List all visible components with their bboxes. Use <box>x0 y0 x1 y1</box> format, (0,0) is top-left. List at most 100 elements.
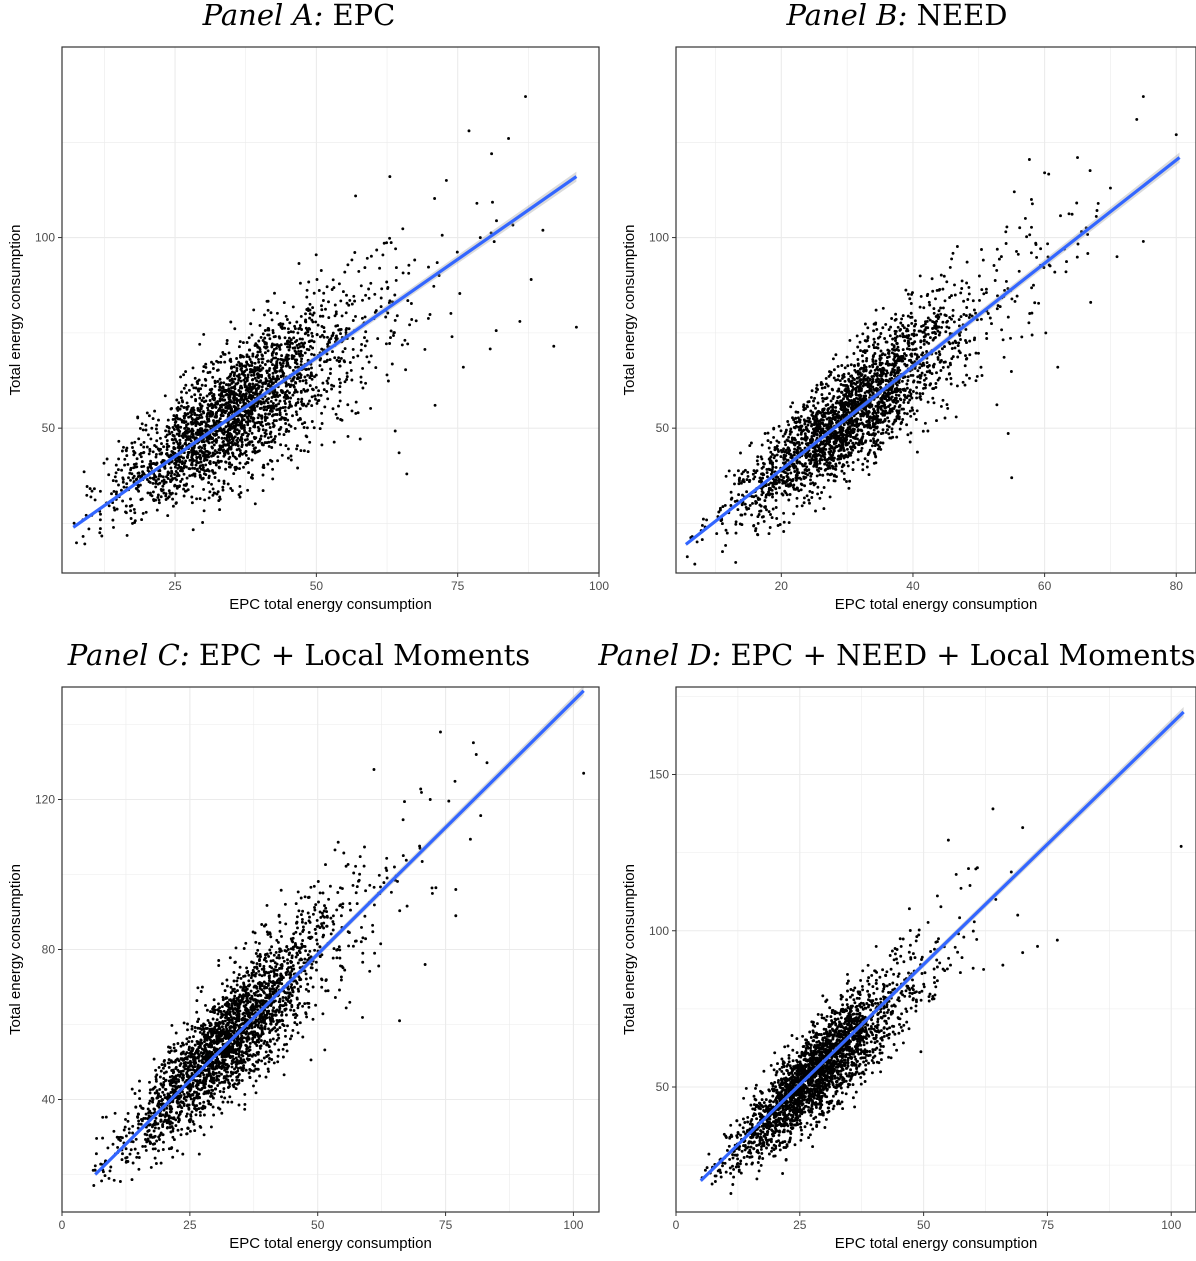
data-point <box>1012 190 1016 194</box>
data-point <box>238 340 242 344</box>
data-point <box>274 356 278 360</box>
data-point <box>331 350 334 354</box>
data-point <box>739 481 743 485</box>
data-point <box>318 427 322 431</box>
data-point <box>320 333 324 337</box>
data-point <box>363 315 367 319</box>
data-point <box>317 389 321 393</box>
data-point <box>271 350 275 354</box>
data-point <box>289 383 293 387</box>
data-point <box>833 467 837 471</box>
data-point <box>218 444 222 448</box>
data-point <box>201 463 205 467</box>
data-point <box>863 374 867 378</box>
data-point <box>293 391 296 394</box>
data-point <box>894 381 898 385</box>
data-point <box>210 387 214 391</box>
data-point <box>281 322 285 326</box>
data-point <box>157 448 161 452</box>
data-point <box>182 494 186 498</box>
data-point <box>824 382 828 386</box>
data-point <box>277 432 281 436</box>
data-point <box>169 453 173 457</box>
data-point <box>249 409 253 413</box>
data-point <box>175 474 179 478</box>
data-point <box>204 473 208 477</box>
data-point <box>248 426 252 430</box>
data-point <box>279 443 283 447</box>
data-point <box>244 431 248 435</box>
data-point <box>211 405 215 409</box>
data-point <box>182 406 186 409</box>
data-point <box>303 421 307 425</box>
data-point <box>306 373 310 377</box>
data-point <box>757 513 761 516</box>
data-point <box>867 473 871 477</box>
data-point <box>802 496 806 500</box>
data-point <box>238 454 242 458</box>
data-point <box>250 333 254 337</box>
data-point <box>388 236 392 240</box>
data-point <box>283 399 287 403</box>
data-point <box>866 326 870 330</box>
data-point <box>322 335 326 339</box>
data-point <box>865 465 869 469</box>
data-point <box>289 454 293 458</box>
data-point <box>494 329 498 333</box>
data-point <box>381 253 385 257</box>
data-point <box>812 423 816 427</box>
data-point <box>278 411 282 415</box>
data-point <box>133 440 137 444</box>
data-point <box>165 439 169 443</box>
data-point <box>271 402 275 405</box>
data-point <box>1001 338 1005 342</box>
data-point <box>207 452 211 456</box>
data-point <box>334 312 338 316</box>
data-point <box>792 453 796 457</box>
data-point <box>986 312 990 315</box>
data-point <box>828 417 832 420</box>
data-point <box>306 450 310 454</box>
data-point <box>953 293 957 297</box>
data-point <box>220 411 224 415</box>
data-point <box>814 458 818 462</box>
data-point <box>863 457 867 461</box>
data-point <box>860 446 864 450</box>
data-point <box>156 493 160 497</box>
data-point <box>196 433 200 437</box>
data-point <box>840 364 844 367</box>
data-point <box>221 395 225 398</box>
data-point <box>129 497 132 501</box>
data-point <box>922 306 926 310</box>
data-point <box>829 472 833 476</box>
data-point <box>847 421 851 425</box>
data-point <box>729 504 733 507</box>
data-point <box>934 327 938 330</box>
data-point <box>967 285 971 289</box>
data-point <box>170 469 174 473</box>
data-point <box>249 440 253 444</box>
data-point <box>331 407 335 411</box>
data-point <box>985 332 988 335</box>
data-point <box>864 394 868 398</box>
data-point <box>230 409 234 413</box>
data-point <box>975 374 979 378</box>
data-point <box>831 357 835 361</box>
data-point <box>183 461 187 465</box>
data-point <box>165 425 169 428</box>
data-point <box>233 384 237 388</box>
data-point <box>921 351 925 355</box>
data-point <box>818 459 822 463</box>
data-point <box>791 401 795 405</box>
data-point <box>389 329 393 333</box>
data-point <box>902 400 906 404</box>
data-point <box>890 376 894 380</box>
data-point <box>766 431 770 435</box>
data-point <box>113 508 117 512</box>
data-point <box>839 457 843 461</box>
data-point <box>927 300 931 304</box>
data-point <box>934 385 938 389</box>
data-point <box>302 449 306 453</box>
data-point <box>155 431 159 435</box>
data-point <box>248 368 252 371</box>
